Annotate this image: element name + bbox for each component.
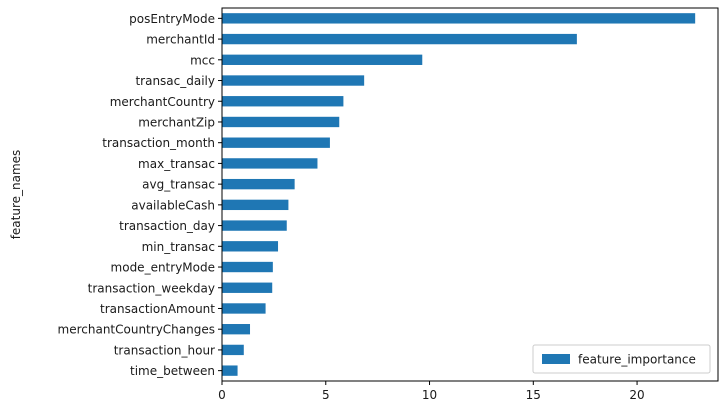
y-tick-label: availableCash bbox=[131, 198, 215, 212]
y-tick-labels: posEntryMode merchantId mcc transac_dailyme… bbox=[58, 12, 222, 378]
legend-label: feature_importance bbox=[578, 353, 696, 367]
bar-transac_daily bbox=[222, 75, 365, 86]
y-tick-label: transaction_weekday bbox=[88, 281, 215, 295]
x-tick-label: 20 bbox=[629, 388, 644, 402]
bars-group bbox=[222, 13, 696, 376]
bar-max_transac bbox=[222, 158, 318, 169]
y-tick-label: merchantCountry bbox=[110, 95, 215, 109]
y-tick-label: transaction_day bbox=[119, 219, 215, 233]
y-tick-label: transactionAmount bbox=[100, 302, 215, 316]
bar-avg_transac bbox=[222, 178, 295, 190]
x-tick-label: 15 bbox=[526, 388, 541, 402]
y-tick-label: transac_daily bbox=[135, 74, 215, 88]
bar-transaction_month bbox=[222, 137, 330, 148]
bar-merchantCountry bbox=[222, 96, 344, 107]
bar-mode_entryMode bbox=[222, 261, 273, 273]
legend-swatch bbox=[542, 354, 570, 364]
plot-frame bbox=[221, 7, 719, 382]
bar-posEntryMode bbox=[222, 13, 696, 24]
y-tick-label: posEntryMode bbox=[129, 12, 215, 26]
bar-merchantZip bbox=[222, 116, 340, 128]
x-ticks: 0 5 10 15 20 bbox=[218, 381, 645, 402]
bar-merchantCountryChanges bbox=[222, 324, 251, 335]
y-tick-label: transaction_month bbox=[102, 136, 215, 150]
y-tick-label: transaction_hour bbox=[114, 343, 215, 357]
bar-min_transac bbox=[222, 241, 279, 252]
y-tick-label: mcc bbox=[190, 53, 215, 67]
x-tick-label: 0 bbox=[218, 388, 226, 402]
y-tick-label: avg_transac bbox=[142, 178, 215, 192]
bar-transaction_day bbox=[222, 220, 287, 231]
y-axis-label: feature_names bbox=[9, 150, 23, 240]
y-tick-label: max_transac bbox=[138, 157, 215, 171]
bar-mcc bbox=[222, 54, 423, 65]
y-tick-label: min_transac bbox=[142, 240, 215, 254]
x-tick-label: 5 bbox=[322, 388, 330, 402]
legend-box bbox=[532, 344, 711, 374]
y-tick-label: time_between bbox=[130, 364, 215, 378]
x-tick-label: 10 bbox=[422, 388, 437, 402]
bar-transaction_hour bbox=[222, 344, 244, 356]
bar-transactionAmount bbox=[222, 303, 266, 314]
y-tick-label: mode_entryMode bbox=[111, 261, 215, 275]
bar-time_between bbox=[222, 365, 238, 376]
legend: feature_importance bbox=[532, 344, 711, 374]
y-tick-label: merchantId bbox=[146, 33, 215, 47]
bar-availableCash bbox=[222, 199, 289, 211]
y-tick-label: merchantZip bbox=[138, 115, 215, 129]
bar-transaction_weekday bbox=[222, 282, 273, 293]
y-tick-label: merchantCountryChanges bbox=[58, 323, 215, 337]
bar-merchantId bbox=[222, 33, 577, 45]
